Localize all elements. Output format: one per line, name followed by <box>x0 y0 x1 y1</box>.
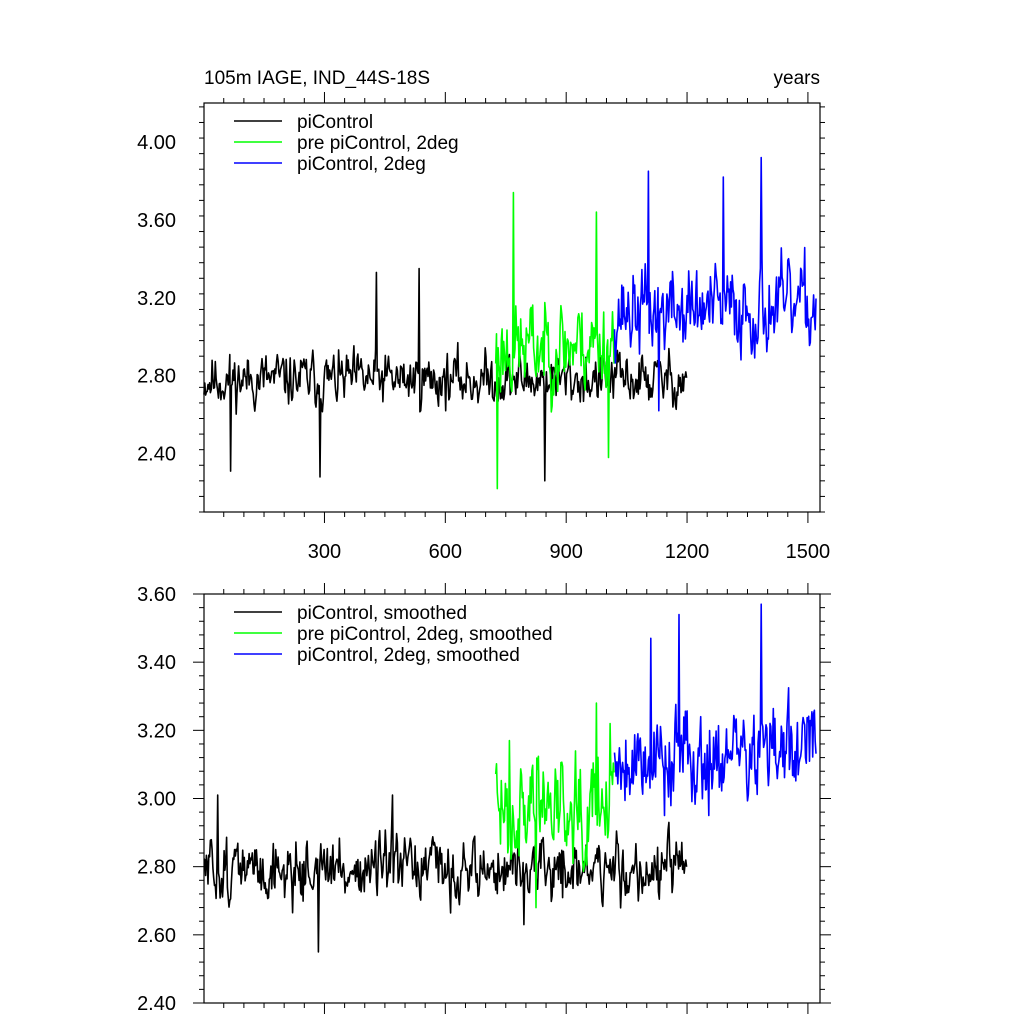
y-tick-label: 3.40 <box>137 652 176 674</box>
y-tick-label: 2.80 <box>137 366 176 388</box>
x-tick-label: 1500 <box>786 541 831 563</box>
y-tick-label: 3.20 <box>137 288 176 310</box>
y-tick-label: 3.60 <box>137 584 176 606</box>
x-tick-label: 1200 <box>665 541 710 563</box>
chart-title: 105m IAGE, IND_44S-18S <box>204 68 430 89</box>
bottom-panel: 2.40 2.60 2.80 3.00 3.20 3.40 3.60 piControl, s… <box>137 583 831 1015</box>
x-tick-label: 900 <box>549 541 582 563</box>
y-tick-label: 2.60 <box>137 925 176 947</box>
units-label: years <box>774 68 820 89</box>
y-tick-label: 3.60 <box>137 210 176 232</box>
legend-label: pre piControl, 2deg <box>297 133 459 154</box>
y-tick-label: 4.00 <box>137 132 176 154</box>
y-tick-label: 2.40 <box>137 444 176 466</box>
plot-frame <box>203 102 821 513</box>
series-line-1 <box>203 794 688 953</box>
top-panel: 2.40 2.80 3.20 3.60 4.00 300 600 900 1200 1500 105… <box>137 68 830 563</box>
y-tick-label: 3.20 <box>137 720 176 742</box>
series-line-3 <box>613 156 817 412</box>
series-line-1 <box>203 267 688 482</box>
y-tick-label: 2.40 <box>137 993 176 1015</box>
legend-label: piControl, 2deg, smoothed <box>297 645 520 666</box>
series-line-3 <box>613 603 817 817</box>
y-tick-label: 3.00 <box>137 789 176 811</box>
y-tick-label: 2.80 <box>137 857 176 879</box>
legend-label: piControl, smoothed <box>297 603 467 624</box>
legend-label: pre piControl, 2deg, smoothed <box>297 624 553 645</box>
series-line-2 <box>494 702 615 909</box>
series-line-2 <box>494 191 615 490</box>
x-tick-label: 600 <box>429 541 462 563</box>
x-tick-label: 300 <box>308 541 341 563</box>
legend-label: piControl, 2deg <box>297 154 426 175</box>
legend-label: piControl <box>297 112 373 133</box>
